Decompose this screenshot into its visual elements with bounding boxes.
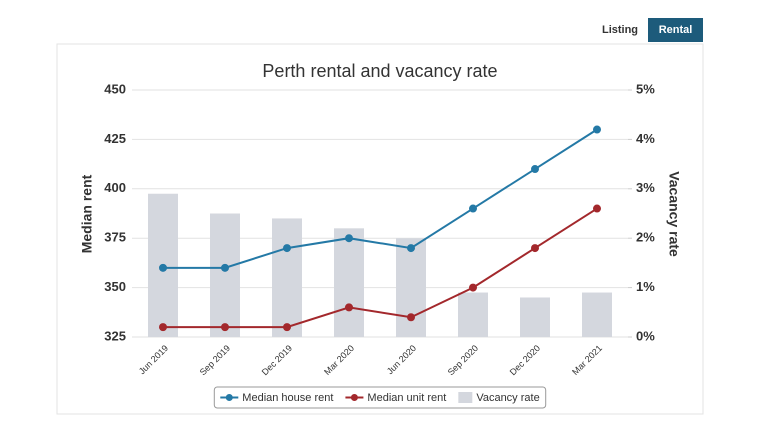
point xyxy=(283,244,291,253)
point xyxy=(407,313,415,322)
legend-dot xyxy=(225,394,233,401)
point xyxy=(221,323,229,332)
y-tick-label: 425 xyxy=(104,131,126,146)
legend-item: Median house rent xyxy=(220,392,333,404)
legend-dot xyxy=(350,394,358,401)
point xyxy=(345,234,353,243)
bar xyxy=(396,238,426,337)
y2-tick-label: 3% xyxy=(636,180,655,195)
point xyxy=(283,323,291,332)
y2-tick-label: 5% xyxy=(636,81,655,96)
y-tick-label: 450 xyxy=(104,81,126,96)
y-tick-label: 400 xyxy=(104,180,126,195)
point xyxy=(159,263,167,272)
bar xyxy=(272,218,302,337)
y2-tick-label: 1% xyxy=(636,279,655,294)
rental-tab[interactable]: Rental xyxy=(659,24,693,36)
point xyxy=(469,204,477,213)
bar xyxy=(210,213,240,337)
line xyxy=(163,128,598,269)
point xyxy=(345,303,353,312)
point xyxy=(593,125,601,134)
y2-tick-label: 2% xyxy=(636,230,655,245)
y-tick-label: 350 xyxy=(104,279,126,294)
legend-item: Vacancy rate xyxy=(458,392,540,404)
bar xyxy=(334,228,364,337)
chart-title: Perth rental and vacancy rate xyxy=(262,61,497,81)
y-axis-label: Median rent xyxy=(79,174,95,253)
point xyxy=(407,244,415,253)
y2-tick-label: 0% xyxy=(636,328,655,343)
point xyxy=(469,283,477,292)
point xyxy=(593,204,601,213)
point xyxy=(531,165,539,174)
legend-swatch xyxy=(458,392,473,403)
point xyxy=(221,263,229,272)
bar xyxy=(458,292,488,337)
point xyxy=(159,323,167,332)
point xyxy=(531,244,539,253)
legend-label: Vacancy rate xyxy=(476,392,539,404)
legend: Median house rent Median unit rent Vacancy… xyxy=(213,386,547,409)
y-tick-label: 375 xyxy=(104,230,126,245)
bar xyxy=(582,292,612,337)
y-tick-label: 325 xyxy=(104,328,126,343)
legend-label: Median house rent xyxy=(242,392,333,404)
legend-label: Median unit rent xyxy=(367,392,446,404)
rental-tab-bg[interactable] xyxy=(648,18,703,42)
bar xyxy=(520,297,550,337)
y2-axis-label: Vacancy rate xyxy=(666,171,682,257)
listing-tab[interactable]: Listing xyxy=(602,24,638,36)
legend-item: Median unit rent xyxy=(345,392,446,404)
y2-tick-label: 4% xyxy=(636,131,655,146)
line xyxy=(163,207,598,329)
